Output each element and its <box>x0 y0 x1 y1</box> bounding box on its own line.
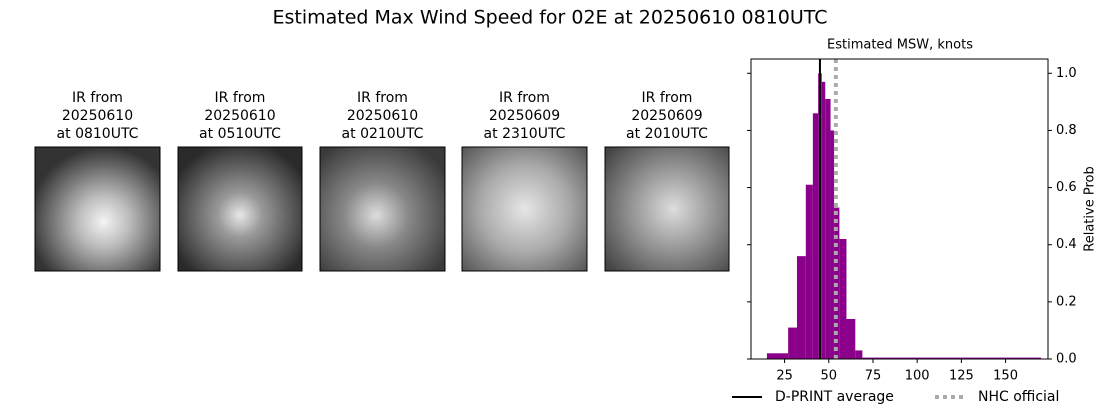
figure-title: Estimated Max Wind Speed for 02E at 2025… <box>272 7 827 29</box>
x-tick-label: 100 <box>905 369 930 384</box>
histogram-bar <box>846 319 856 359</box>
image-caption: IR from <box>72 90 123 106</box>
ir-image <box>177 146 303 272</box>
x-tick-label: 50 <box>821 369 838 384</box>
histogram-bar <box>805 184 813 359</box>
plot-frame <box>750 58 1049 360</box>
y-tick-label: 0.4 <box>1056 237 1077 252</box>
chart-title: Estimated MSW, knots <box>827 38 973 53</box>
image-caption: IR from <box>499 90 550 106</box>
histogram-bar <box>821 81 826 359</box>
y-tick-label: 0.8 <box>1056 123 1077 138</box>
x-tick-label: 75 <box>865 369 882 384</box>
image-caption: 20250610 <box>62 108 133 124</box>
legend-label: D-PRINT average <box>775 389 894 405</box>
image-caption: 20250609 <box>631 108 702 124</box>
image-row <box>34 146 730 272</box>
y-tick-label: 0.0 <box>1056 352 1077 367</box>
ir-image <box>604 146 730 272</box>
image-caption: 20250610 <box>204 108 275 124</box>
x-tick-label: 125 <box>949 369 974 384</box>
x-tick-label: 150 <box>993 369 1018 384</box>
ir-image <box>319 146 446 272</box>
histogram-bar <box>825 99 831 359</box>
legend-label: NHC official <box>978 389 1059 405</box>
image-caption: at 2310UTC <box>484 126 566 142</box>
image-caption: IR from <box>642 90 693 106</box>
histogram-bar <box>862 357 1041 359</box>
x-tick-label: 25 <box>776 369 793 384</box>
image-caption: at 2010UTC <box>626 126 708 142</box>
histogram-bar <box>766 353 789 359</box>
y-tick-label: 0.6 <box>1056 180 1077 195</box>
histogram-bar <box>830 130 835 359</box>
histogram-bar <box>839 239 847 359</box>
image-caption: at 0210UTC <box>342 126 424 142</box>
y-tick-label: 0.2 <box>1056 294 1077 309</box>
histogram-bar <box>788 327 797 359</box>
ir-image <box>461 146 588 272</box>
image-caption: at 0810UTC <box>57 126 139 142</box>
y-axis-label: Relative Prob <box>1083 166 1098 251</box>
image-caption: 20250609 <box>489 108 560 124</box>
image-caption: 20250610 <box>347 108 418 124</box>
histogram-bar <box>855 350 863 359</box>
image-caption: at 0510UTC <box>199 126 281 142</box>
histogram-bar <box>812 113 819 360</box>
histogram-bar <box>796 256 806 359</box>
image-caption: IR from <box>215 90 266 106</box>
y-tick-label: 1.0 <box>1056 66 1077 81</box>
ir-image <box>34 146 161 272</box>
image-caption: IR from <box>357 90 408 106</box>
